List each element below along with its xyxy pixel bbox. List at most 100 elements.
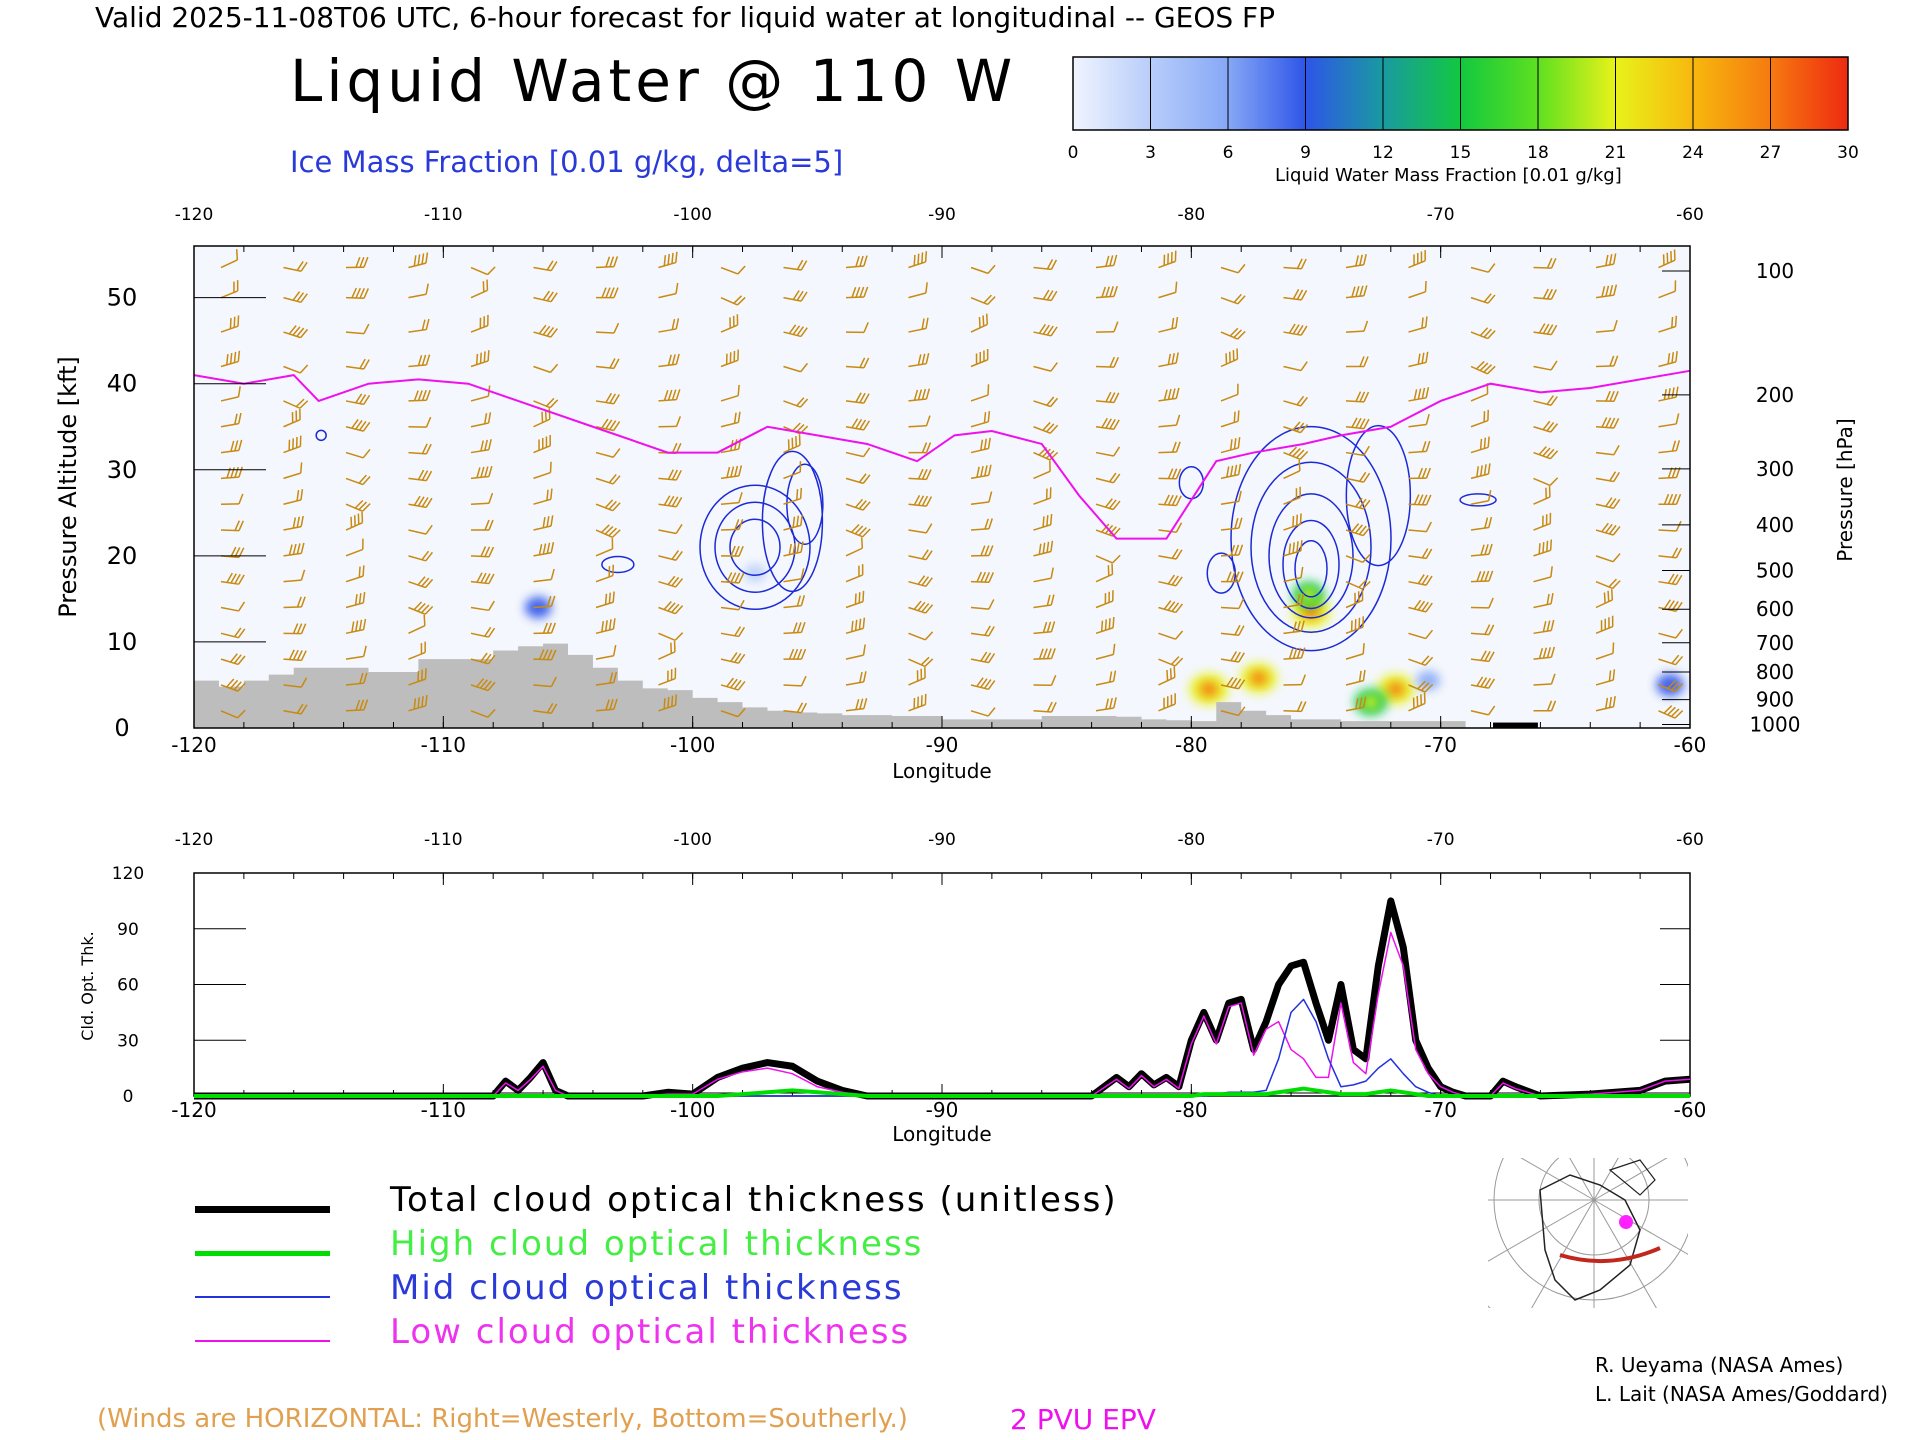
wind-barb [1595,444,1620,456]
wind-barb-feather [296,650,303,661]
wind-barb-feather [1425,467,1432,479]
wind-barb-staff [595,426,614,432]
wind-barb-feather [1421,387,1426,399]
wind-barb-feather [1425,316,1428,328]
wind-barb-staff [1345,263,1364,269]
wind-barb-feather [233,281,235,293]
wind-barb-staff [1533,522,1551,531]
wind-barb-feather [1101,417,1108,428]
wind-barb-feather [1359,391,1366,402]
wind-barb [658,667,677,686]
wind-barb-staff [1220,606,1240,610]
wind-barb-feather [1109,356,1116,368]
wind-barb-feather [917,495,925,506]
x-tick-label: -80 [1175,1098,1208,1122]
wind-barb [1095,472,1121,484]
wind-barb-staff [345,522,363,531]
wind-barb-feather [1109,697,1113,709]
wind-barb-staff [908,477,927,481]
wind-barb-feather [980,465,984,477]
wind-barb-feather [1413,599,1422,610]
wind-barb [1095,446,1121,457]
wind-barb-feather [233,627,242,638]
wind-barb-feather [738,599,745,611]
wind-barb [1658,351,1678,368]
wind-barb-feather [730,678,738,689]
wind-barb-staff [470,289,488,299]
ice-contour [699,484,811,610]
wind-barb-feather [737,680,746,691]
wind-barb-feather [546,596,552,607]
orography [194,643,1466,728]
wind-barb-staff [1033,400,1051,408]
wind-barb-feather [609,358,616,369]
wind-barb-feather [1675,440,1681,451]
wind-barb-feather [1663,705,1673,714]
wind-barb [970,294,996,306]
wind-barb-feather [1229,439,1233,451]
wind-barb-feather [423,614,426,626]
wind-barb-feather [863,393,870,404]
wind-barb-feather [796,542,800,554]
wind-barb-staff [408,503,427,509]
wind-barb-feather [1046,594,1051,606]
wind-barb [908,656,934,668]
wind-barb [1470,436,1490,454]
wind-barb-staff [845,503,864,511]
wind-barb [1533,539,1553,557]
wind-barb [1158,630,1184,640]
x-tick-label: -80 [1175,733,1208,757]
wind-barb [720,492,743,505]
wind-barb-feather [600,524,610,534]
wind-barb-feather [612,448,621,458]
wind-barb-feather [299,408,301,420]
wind-barb-feather [550,542,555,553]
wind-barb-feather [1417,680,1426,690]
wind-barb-feather [358,593,362,604]
epv-2pvu-line [193,369,1691,540]
map-coastline [1608,1159,1656,1196]
wind-barb-staff [595,654,614,660]
wind-barb-feather [1549,512,1552,524]
wind-barb-feather [984,625,991,636]
wind-barb-staff [908,327,927,333]
wind-barb [1345,669,1366,686]
wind-barb-feather [738,492,743,503]
wind-barb-feather [854,498,864,508]
wind-barb-staff [658,477,677,481]
wind-barb [220,653,246,666]
wind-barb [220,466,243,480]
wind-barb-feather [1546,540,1549,552]
wind-barb-feather [1351,523,1360,533]
wind-barb-staff [595,628,614,635]
wind-barb [1595,390,1619,402]
y-tick-label: 10 [107,628,138,656]
wind-barb [595,473,621,485]
wind-barb-staff [283,296,302,304]
wind-barb-staff [408,580,426,589]
wind-barb-feather [925,282,928,294]
wind-barb [220,350,241,368]
wind-barb-feather [1542,323,1550,334]
wind-barb-feather [1674,315,1678,327]
wind-barb-feather [1424,656,1434,666]
wind-barb-feather [362,618,367,630]
wind-barb-feather [1175,549,1183,560]
wind-barb-feather [550,595,556,607]
legend-line-total [195,1206,330,1213]
wind-barb-feather [987,410,991,422]
wind-barb [1095,254,1118,269]
wind-barb-feather [1480,544,1485,556]
wind-barb-feather [413,495,421,506]
wind-barb-staff [1220,500,1239,505]
x-tick-label: -120 [171,1098,216,1122]
wind-barb [1345,254,1367,269]
wind-barb-feather [667,253,670,265]
wind-barb-staff [908,677,926,686]
wind-barb-feather [542,290,551,301]
wind-barb-feather [1354,592,1356,604]
wind-barb-feather [1300,593,1305,605]
wind-barb [533,676,557,688]
wind-barb [1220,293,1246,305]
wind-barb-feather [1238,544,1244,556]
